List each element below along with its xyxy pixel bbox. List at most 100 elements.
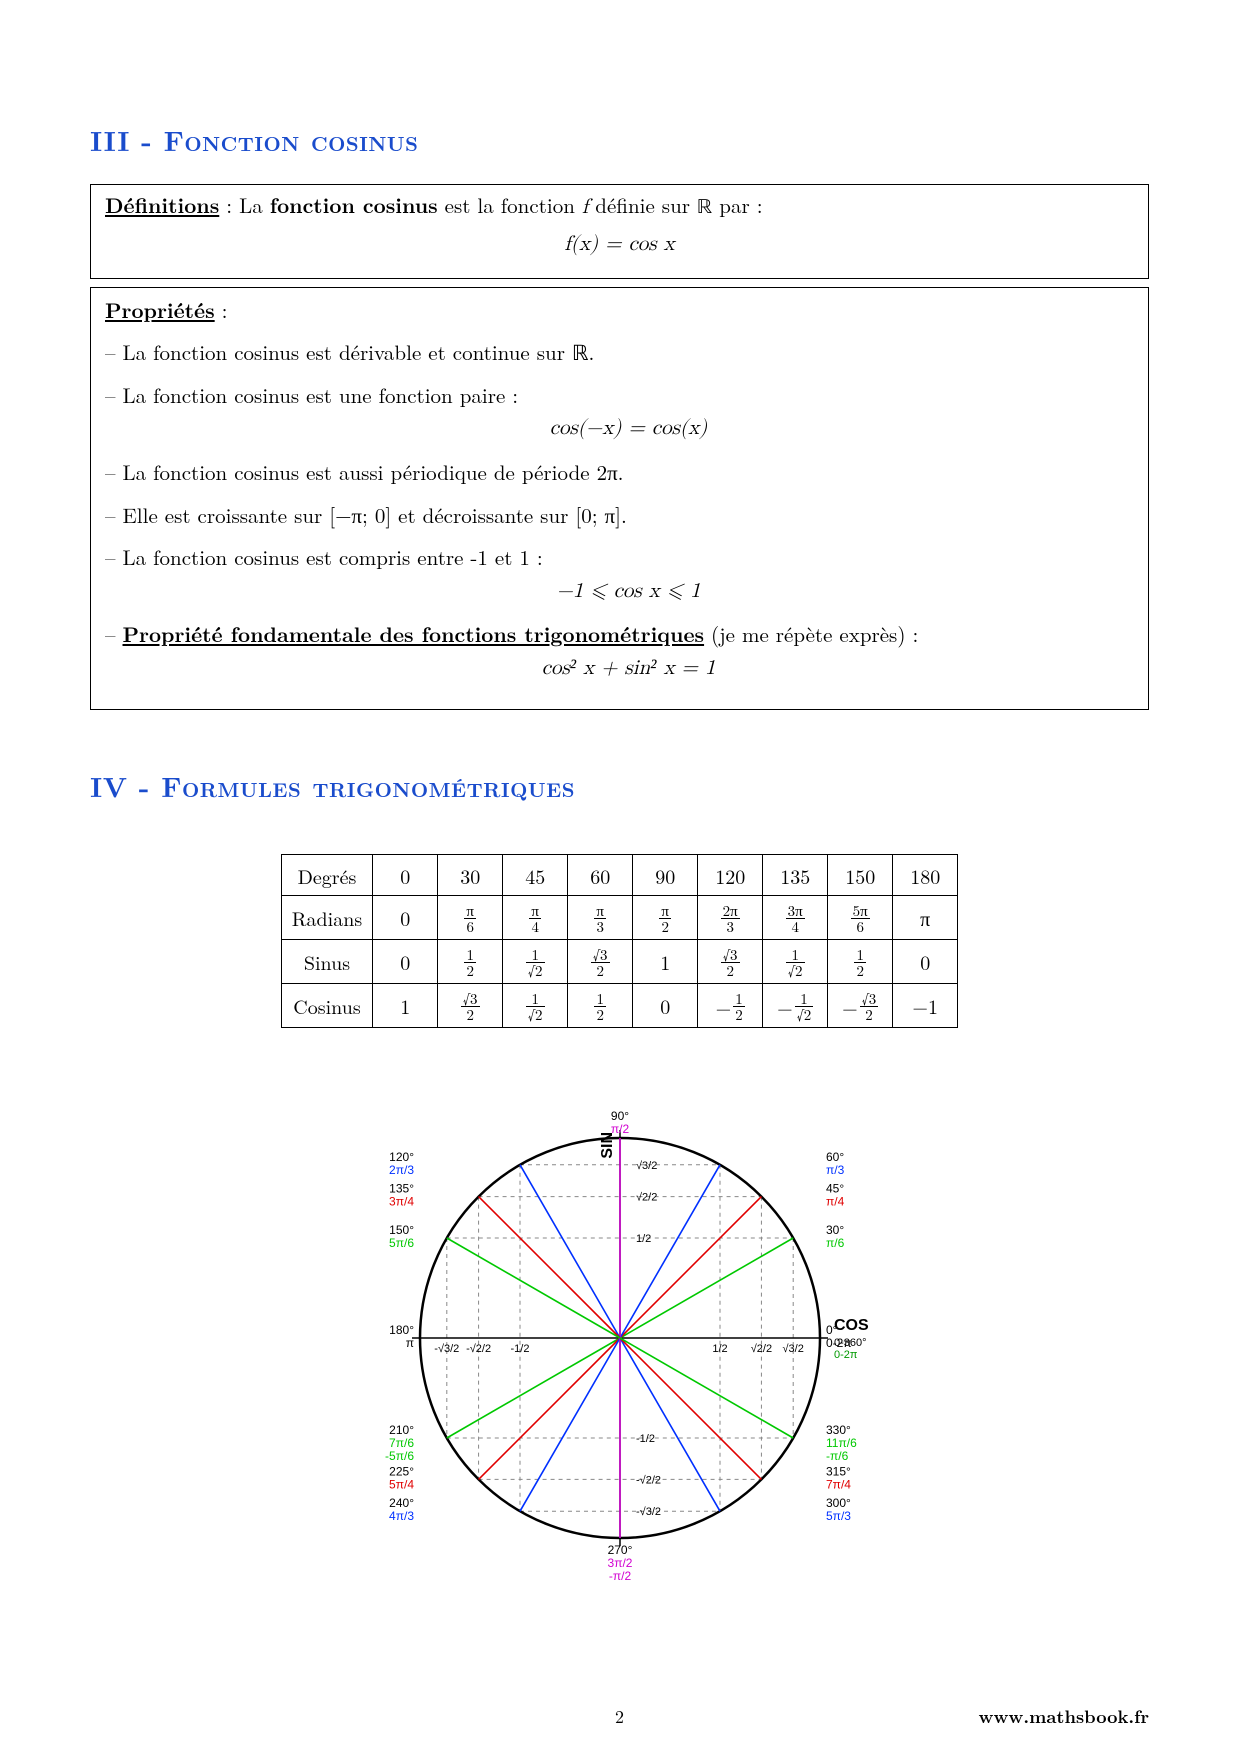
svg-text:π/3: π/3	[826, 1163, 845, 1177]
svg-text:COS: COS	[834, 1317, 869, 1334]
table-cell: 60	[568, 855, 633, 896]
table-cell: 0	[373, 855, 438, 896]
unit-circle-diagram: 0°0-2π30°π/645°π/460°π/390°π/2120°2π/313…	[340, 1058, 900, 1618]
svg-text:270°: 270°	[607, 1543, 632, 1557]
table-cell: 0	[373, 940, 438, 984]
svg-text:60°: 60°	[826, 1150, 844, 1164]
svg-text:-5π/6: -5π/6	[385, 1449, 414, 1463]
definition-box: Définitions : La fonction cosinus est la…	[90, 184, 1149, 279]
svg-text:-√3/2: -√3/2	[636, 1506, 661, 1518]
page-number: 2	[615, 1704, 624, 1729]
svg-text:240°: 240°	[389, 1496, 414, 1510]
table-cell: 3π4	[763, 896, 828, 940]
table-cell: 1	[373, 984, 438, 1028]
svg-text:-√2/2: -√2/2	[636, 1474, 661, 1486]
svg-text:-π/6: -π/6	[826, 1449, 849, 1463]
svg-text:-1/2: -1/2	[510, 1343, 529, 1355]
svg-text:-√3/2: -√3/2	[434, 1343, 459, 1355]
svg-text:120°: 120°	[389, 1150, 414, 1164]
svg-text:1/2: 1/2	[712, 1343, 727, 1355]
table-cell: 1√2	[763, 940, 828, 984]
svg-text:2π/3: 2π/3	[389, 1163, 414, 1177]
property-item: La fonction cosinus est une fonction pai…	[123, 379, 1134, 446]
properties-box: Propriétés : La fonction cosinus est dér…	[90, 287, 1149, 710]
property-item: Elle est croissante sur [−π; 0] et décro…	[123, 499, 1134, 532]
svg-text:225°: 225°	[389, 1464, 414, 1478]
table-row-header: Radians	[281, 896, 372, 940]
property-item: Propriété fondamentale des fonctions tri…	[123, 618, 1134, 685]
table-cell: √32	[568, 940, 633, 984]
svg-text:√3/2: √3/2	[782, 1343, 803, 1355]
section-heading-4: IV - Formules trigonométriques	[90, 766, 1149, 806]
svg-text:-π/2: -π/2	[608, 1569, 631, 1583]
table-cell: 2π3	[698, 896, 763, 940]
svg-text:45°: 45°	[826, 1182, 844, 1196]
table-cell: −12	[698, 984, 763, 1028]
table-cell: 1	[633, 940, 698, 984]
svg-text:4π/3: 4π/3	[389, 1509, 414, 1523]
svg-text:5π/3: 5π/3	[826, 1509, 851, 1523]
svg-text:150°: 150°	[389, 1223, 414, 1237]
table-cell: 45	[503, 855, 568, 896]
svg-text:5π/4: 5π/4	[389, 1477, 414, 1491]
table-cell: 12	[438, 940, 503, 984]
table-cell: 1√2	[503, 940, 568, 984]
svg-text:3π/4: 3π/4	[389, 1195, 414, 1209]
table-row-header: Sinus	[281, 940, 372, 984]
svg-text:√2/2: √2/2	[750, 1343, 771, 1355]
svg-text:30°: 30°	[826, 1223, 844, 1237]
table-cell: 90	[633, 855, 698, 896]
svg-text:315°: 315°	[826, 1464, 851, 1478]
table-cell: −1√2	[763, 984, 828, 1028]
table-cell: √32	[698, 940, 763, 984]
svg-text:1/2: 1/2	[636, 1233, 651, 1245]
svg-text:-√2/2: -√2/2	[466, 1343, 491, 1355]
svg-text:11π/6: 11π/6	[826, 1436, 857, 1450]
table-cell: 12	[568, 984, 633, 1028]
svg-text:210°: 210°	[389, 1423, 414, 1437]
table-cell: π3	[568, 896, 633, 940]
table-cell: 0	[633, 984, 698, 1028]
svg-text:π: π	[405, 1336, 413, 1350]
table-cell: −√32	[828, 984, 893, 1028]
svg-text:7π/6: 7π/6	[389, 1436, 414, 1450]
svg-text:5π/6: 5π/6	[389, 1236, 414, 1250]
svg-text:√2/2: √2/2	[636, 1192, 657, 1204]
table-row-header: Degrés	[281, 855, 372, 896]
table-cell: 180	[893, 855, 958, 896]
svg-text:√3/2: √3/2	[636, 1160, 657, 1172]
table-cell: 1√2	[503, 984, 568, 1028]
properties-label: Propriétés	[105, 295, 215, 325]
table-cell: π	[893, 896, 958, 940]
svg-text:180°: 180°	[389, 1323, 414, 1337]
table-cell: π4	[503, 896, 568, 940]
table-cell: 30	[438, 855, 503, 896]
svg-text:π/4: π/4	[826, 1195, 845, 1209]
table-cell: π2	[633, 896, 698, 940]
table-cell: 150	[828, 855, 893, 896]
svg-text:330°: 330°	[826, 1423, 851, 1437]
svg-text:0-360°: 0-360°	[834, 1337, 867, 1349]
table-cell: 5π6	[828, 896, 893, 940]
svg-text:135°: 135°	[389, 1182, 414, 1196]
section-heading-3: III - Fonction cosinus	[90, 120, 1149, 160]
table-row-header: Cosinus	[281, 984, 372, 1028]
site-url: www.mathsbook.fr	[978, 1704, 1149, 1729]
svg-text:7π/4: 7π/4	[826, 1477, 851, 1491]
table-cell: √32	[438, 984, 503, 1028]
svg-text:0-2π: 0-2π	[834, 1349, 858, 1361]
definition-label: Définitions	[105, 190, 219, 220]
svg-text:90°: 90°	[610, 1109, 628, 1123]
definition-equation: f(x) = cos x	[105, 230, 1134, 259]
svg-text:π/6: π/6	[826, 1236, 845, 1250]
table-cell: 120	[698, 855, 763, 896]
svg-text:300°: 300°	[826, 1496, 851, 1510]
svg-text:3π/2: 3π/2	[607, 1556, 632, 1570]
property-item: La fonction cosinus est aussi périodique…	[123, 456, 1134, 489]
table-cell: 12	[828, 940, 893, 984]
properties-list: La fonction cosinus est dérivable et con…	[105, 336, 1134, 685]
property-item: La fonction cosinus est dérivable et con…	[123, 336, 1134, 369]
table-cell: π6	[438, 896, 503, 940]
svg-text:-1/2: -1/2	[636, 1433, 655, 1445]
table-cell: 0	[893, 940, 958, 984]
